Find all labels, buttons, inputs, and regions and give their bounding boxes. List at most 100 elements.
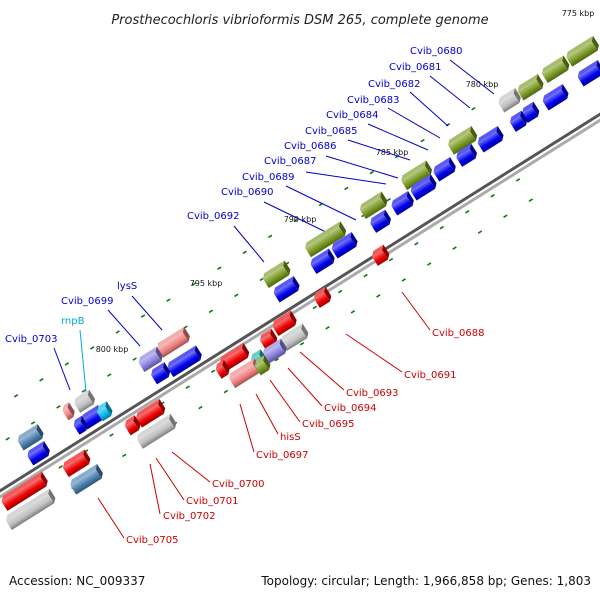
reverse-gene-label[interactable]: Cvib_0691	[404, 370, 456, 381]
gene-feature[interactable]	[312, 286, 334, 308]
gene-feature[interactable]	[399, 160, 434, 191]
forward-gene-label[interactable]: rnpB	[61, 316, 85, 327]
gene-feature[interactable]	[576, 59, 600, 87]
gene-features	[0, 35, 600, 530]
scale-tick	[503, 214, 508, 218]
reverse-gene-label[interactable]: Cvib_0701	[186, 496, 238, 507]
scale-tick	[325, 326, 330, 330]
label-connector	[149, 463, 161, 515]
forward-gene-label[interactable]: lysS	[117, 281, 137, 292]
gene-feature[interactable]	[516, 73, 546, 101]
forward-gene-label[interactable]: Cvib_0681	[389, 62, 441, 73]
gene-feature[interactable]	[72, 389, 97, 413]
gene-feature[interactable]	[409, 173, 439, 201]
gene-feature[interactable]	[308, 248, 336, 274]
reverse-gene-label[interactable]: hisS	[280, 432, 301, 443]
gene-feature[interactable]	[261, 260, 293, 289]
reverse-gene-label[interactable]: Cvib_0697	[256, 450, 308, 461]
gene-feature[interactable]	[540, 55, 572, 84]
forward-gene-label[interactable]: Cvib_0682	[368, 79, 420, 90]
scale-tick	[293, 218, 298, 223]
gene-feature[interactable]	[149, 362, 172, 385]
scale-tick	[337, 289, 343, 294]
gene-feature[interactable]	[454, 143, 479, 167]
reverse-gene-label[interactable]: Cvib_0694	[324, 403, 376, 414]
gene-feature[interactable]	[370, 244, 392, 266]
forward-gene-label[interactable]: Cvib_0692	[187, 211, 239, 222]
gene-feature[interactable]	[68, 463, 105, 495]
scale-tick	[471, 106, 476, 111]
scale-tick	[388, 257, 394, 262]
reverse-gene-label[interactable]: Cvib_0702	[163, 511, 215, 522]
gene-feature[interactable]	[95, 401, 115, 422]
genome-backbone	[0, 112, 600, 499]
gene-feature[interactable]	[72, 415, 90, 435]
gene-feature[interactable]	[136, 346, 164, 372]
scale-tick	[208, 309, 214, 314]
gene-feature[interactable]	[368, 209, 393, 233]
gene-feature[interactable]	[134, 398, 167, 428]
forward-gene-label[interactable]: Cvib_0687	[264, 156, 316, 167]
topology-summary: Topology: circular; Length: 1,966,858 bp…	[261, 574, 591, 588]
gene-feature[interactable]	[135, 413, 179, 449]
label-connector	[79, 329, 87, 393]
gene-feature[interactable]	[0, 471, 50, 511]
reverse-gene-label[interactable]: Cvib_0688	[432, 328, 484, 339]
gene-feature[interactable]	[260, 338, 288, 364]
gene-feature[interactable]	[358, 191, 390, 220]
forward-gene-label[interactable]: Cvib_0683	[347, 95, 399, 106]
label-connector	[285, 185, 357, 221]
gene-feature[interactable]	[16, 423, 46, 451]
label-connector	[429, 75, 471, 109]
forward-gene-label[interactable]: Cvib_0699	[61, 296, 113, 307]
gene-feature[interactable]	[214, 359, 232, 379]
gene-feature[interactable]	[155, 326, 192, 358]
forward-gene-label[interactable]: Cvib_0690	[221, 187, 273, 198]
gene-feature[interactable]	[270, 310, 298, 336]
map-title: Prosthecochloris vibrioformis DSM 265, c…	[111, 13, 488, 28]
scale-tick	[198, 405, 203, 410]
scale-tick	[122, 453, 127, 458]
forward-gene-label[interactable]: Cvib_0685	[305, 126, 357, 137]
gene-feature[interactable]	[123, 415, 143, 436]
gene-feature[interactable]	[4, 488, 58, 530]
scale-tick	[477, 230, 483, 234]
reverse-gene-label[interactable]: Cvib_0693	[346, 388, 398, 399]
gene-feature[interactable]	[389, 191, 416, 216]
gene-feature[interactable]	[253, 355, 273, 376]
gene-feature[interactable]	[303, 221, 348, 258]
forward-gene-label[interactable]: Cvib_0703	[5, 334, 57, 345]
gene-feature[interactable]	[476, 125, 506, 153]
gene-feature[interactable]	[564, 35, 600, 67]
scale-tick	[344, 186, 349, 191]
scale-tick	[465, 209, 470, 214]
forward-gene-label[interactable]: Cvib_0680	[410, 46, 462, 57]
reverse-gene-label[interactable]: Cvib_0700	[212, 479, 264, 490]
gene-feature[interactable]	[25, 441, 52, 466]
gene-feature[interactable]	[330, 231, 360, 259]
scale-tick	[90, 346, 95, 350]
forward-gene-label[interactable]: Cvib_0686	[284, 141, 336, 152]
label-connector	[233, 225, 265, 263]
gene-feature[interactable]	[541, 83, 571, 111]
reverse-gene-label[interactable]: Cvib_0695	[302, 419, 354, 430]
gene-feature[interactable]	[272, 275, 302, 303]
gene-feature[interactable]	[61, 449, 93, 478]
gene-feature[interactable]	[431, 157, 458, 182]
forward-gene-label[interactable]: Cvib_0689	[242, 172, 294, 183]
scale-tick	[140, 314, 146, 318]
gene-feature[interactable]	[279, 323, 311, 352]
scale-tick	[30, 421, 36, 425]
gene-feature[interactable]	[446, 125, 479, 155]
forward-gene-label[interactable]: Cvib_0684	[326, 110, 378, 121]
scale-tick	[56, 405, 61, 409]
tick-label: 800 kbp	[96, 345, 129, 354]
gene-feature[interactable]	[165, 345, 203, 378]
gene-feature[interactable]	[60, 402, 76, 421]
tick-label: 775 kbp	[562, 9, 595, 18]
gene-feature[interactable]	[508, 110, 530, 132]
gene-feature[interactable]	[496, 88, 523, 113]
gene-labels: Cvib_0680 Cvib_0681 Cvib_0682 Cvib_0683 Cvib…	[5, 46, 484, 546]
reverse-gene-label[interactable]: Cvib_0705	[126, 535, 178, 546]
